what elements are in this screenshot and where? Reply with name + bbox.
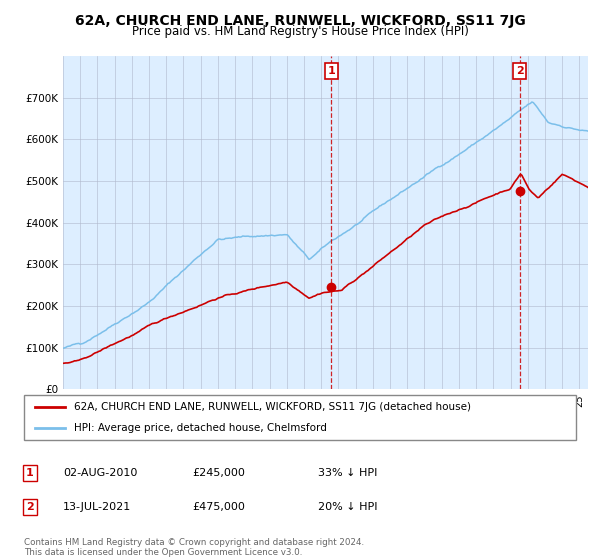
Text: 62A, CHURCH END LANE, RUNWELL, WICKFORD, SS11 7JG (detached house): 62A, CHURCH END LANE, RUNWELL, WICKFORD,…: [74, 402, 470, 412]
Text: Contains HM Land Registry data © Crown copyright and database right 2024.
This d: Contains HM Land Registry data © Crown c…: [24, 538, 364, 557]
Text: 2: 2: [516, 66, 524, 76]
Text: 02-AUG-2010: 02-AUG-2010: [63, 468, 137, 478]
Text: £475,000: £475,000: [192, 502, 245, 512]
Text: HPI: Average price, detached house, Chelmsford: HPI: Average price, detached house, Chel…: [74, 423, 326, 433]
FancyBboxPatch shape: [24, 395, 576, 440]
Text: 2: 2: [26, 502, 34, 512]
Text: Price paid vs. HM Land Registry's House Price Index (HPI): Price paid vs. HM Land Registry's House …: [131, 25, 469, 38]
Text: 33% ↓ HPI: 33% ↓ HPI: [318, 468, 377, 478]
Text: 1: 1: [328, 66, 335, 76]
Text: 13-JUL-2021: 13-JUL-2021: [63, 502, 131, 512]
Text: 1: 1: [26, 468, 34, 478]
Text: £245,000: £245,000: [192, 468, 245, 478]
Text: 62A, CHURCH END LANE, RUNWELL, WICKFORD, SS11 7JG: 62A, CHURCH END LANE, RUNWELL, WICKFORD,…: [74, 14, 526, 28]
Text: 20% ↓ HPI: 20% ↓ HPI: [318, 502, 377, 512]
